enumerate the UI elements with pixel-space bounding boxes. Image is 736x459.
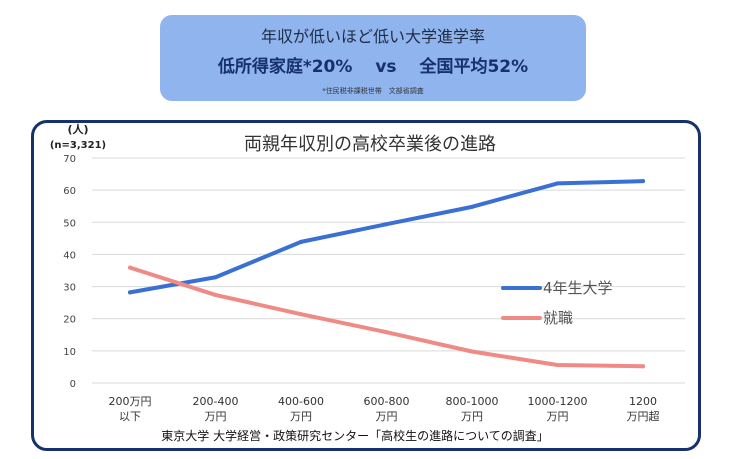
data-point bbox=[641, 179, 645, 184]
data-point bbox=[384, 330, 389, 335]
data-point bbox=[555, 363, 560, 367]
banner-note: *住民税非課税世帯 文部省調査 bbox=[322, 87, 424, 95]
legend-label: 就職 bbox=[543, 309, 573, 327]
x-tick-label: 万円 bbox=[376, 410, 398, 423]
data-point bbox=[384, 222, 389, 227]
y-tick-label: 60 bbox=[63, 186, 76, 197]
y-tick-label: 40 bbox=[63, 250, 76, 261]
x-tick-label: 600-800 bbox=[364, 395, 410, 408]
data-point bbox=[213, 292, 218, 297]
chart-title: 両親年収別の高校卒業後の進路 bbox=[244, 134, 496, 155]
y-axis-unit: (人) bbox=[67, 122, 88, 136]
x-tick-label: 400-600 bbox=[278, 395, 324, 408]
y-axis-n-count: (n=3,321) bbox=[50, 140, 106, 151]
x-tick-label: 以下 bbox=[119, 410, 141, 423]
headline-banner: 年収が低いほど低い大学進学率 低所得家庭*20% vs 全国平均52% *住民税… bbox=[160, 15, 586, 101]
chart-source: 東京大学 大学経営・政策研究センター「高校生の進路についての調査」 bbox=[161, 428, 548, 443]
banner-title: 年収が低いほど低い大学進学率 bbox=[260, 27, 485, 46]
data-point bbox=[470, 204, 474, 209]
data-point bbox=[641, 364, 645, 369]
data-point bbox=[299, 239, 303, 244]
x-tick-label: 200-400 bbox=[193, 395, 239, 408]
data-point bbox=[128, 265, 132, 270]
series-line-1 bbox=[128, 179, 645, 295]
data-point bbox=[213, 275, 218, 280]
x-tick-label: 1200 bbox=[629, 395, 657, 408]
y-tick-label: 70 bbox=[63, 154, 76, 165]
chart-labels: 両親年収別の高校卒業後の進路 (人) (n=3,321) 東京大学 大学経営・政… bbox=[50, 122, 660, 443]
data-point bbox=[470, 349, 474, 354]
chart-frame bbox=[31, 120, 701, 451]
y-tick-label: 30 bbox=[63, 283, 76, 294]
gridlines bbox=[92, 157, 685, 384]
x-tick-label: 万円 bbox=[290, 410, 312, 423]
y-tick-label: 20 bbox=[63, 315, 76, 326]
y-tick-label: 0 bbox=[70, 379, 76, 390]
banner-subtitle: 低所得家庭*20% vs 全国平均52% bbox=[217, 57, 529, 77]
x-tick-label: 万円 bbox=[205, 410, 227, 423]
x-tick-label: 800-1000 bbox=[446, 395, 499, 408]
data-point bbox=[128, 290, 132, 295]
legend-label: 4年生大学 bbox=[543, 279, 613, 297]
x-tick-label: 200万円 bbox=[109, 395, 152, 408]
x-tick-label: 1000-1200 bbox=[528, 395, 588, 408]
data-point bbox=[299, 312, 303, 317]
x-tick-label: 万円超 bbox=[627, 409, 660, 423]
x-tick-label: 万円 bbox=[461, 410, 483, 423]
data-point bbox=[555, 181, 560, 186]
x-tick-label: 万円 bbox=[547, 410, 569, 423]
y-tick-label: 50 bbox=[63, 218, 76, 229]
y-tick-label: 10 bbox=[63, 347, 76, 358]
series-lines bbox=[128, 179, 645, 369]
